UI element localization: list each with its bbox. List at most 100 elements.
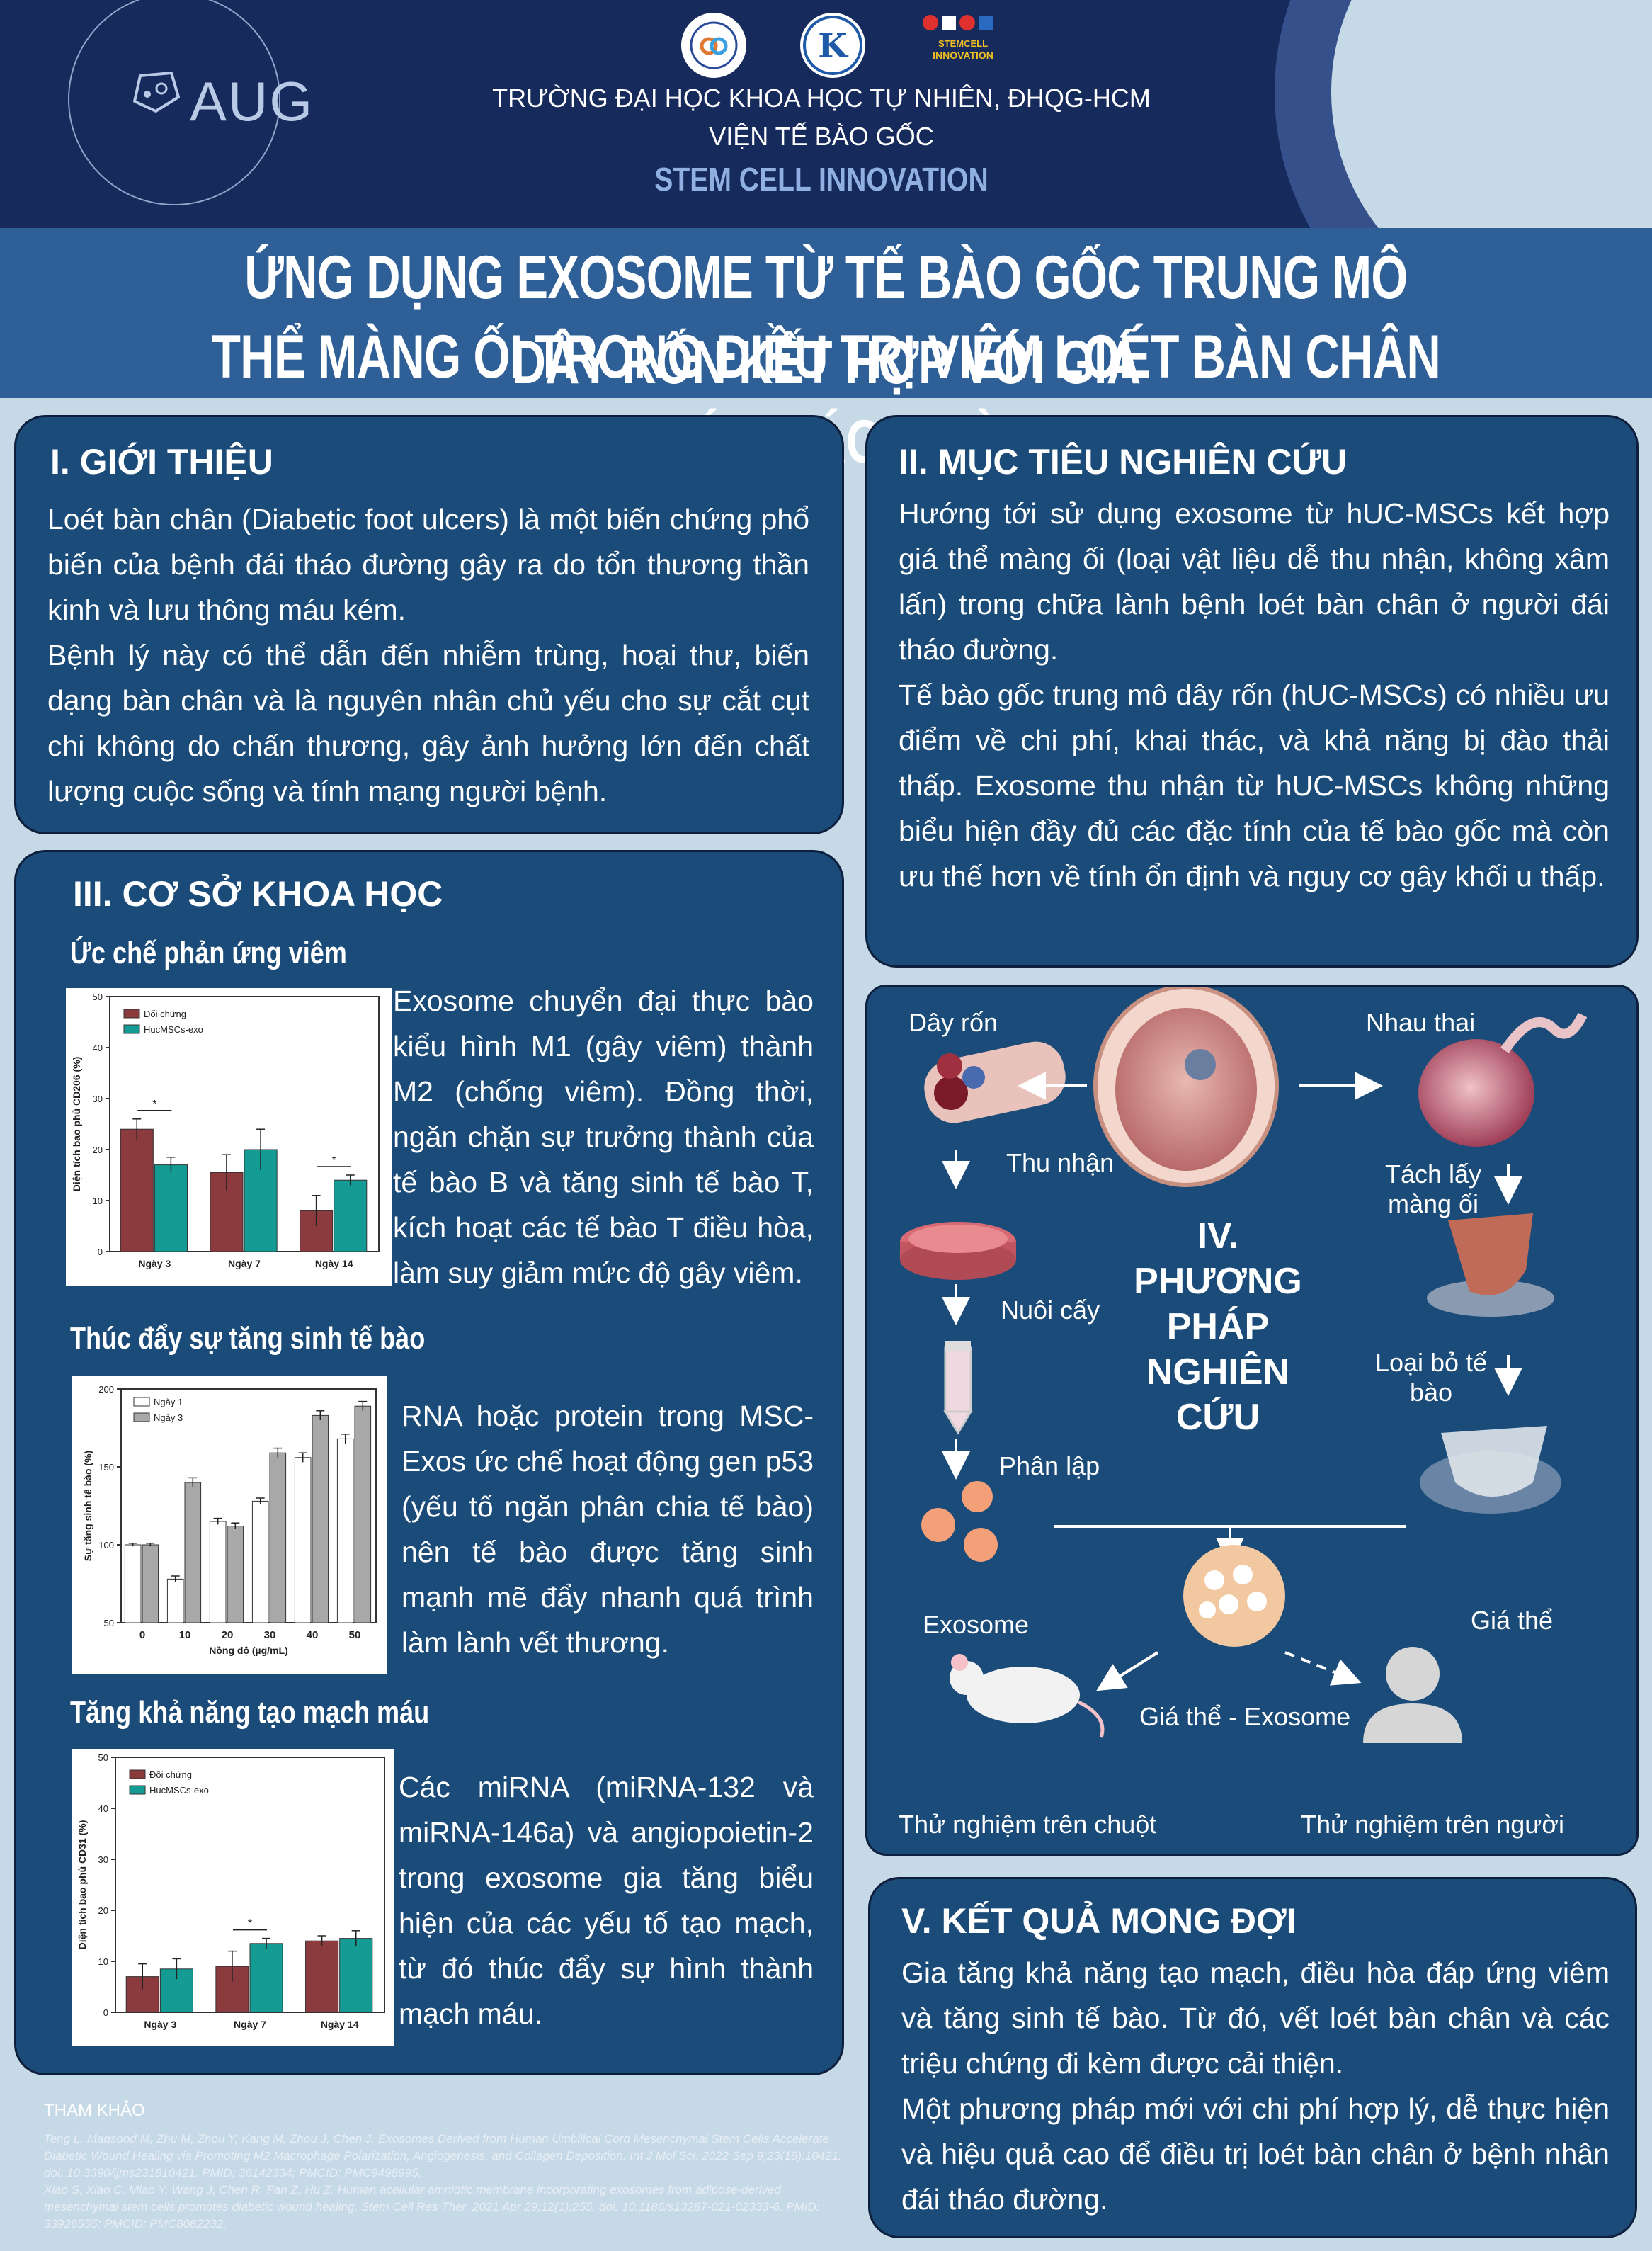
bar: [312, 1414, 329, 1623]
x-tick-label: 0: [139, 1629, 145, 1641]
y-tick-label: 50: [98, 1752, 108, 1763]
method-section: IV. PHƯƠNG PHÁP NGHIÊN CỨU Dây rốn Nhau …: [865, 985, 1639, 1856]
svg-text:K: K: [818, 26, 849, 66]
partner-logo-2: K: [800, 13, 865, 78]
y-axis-label: Sự tăng sinh tế bào (%): [82, 1451, 93, 1561]
y-axis-label: Diện tích bao phủ CD31 (%): [76, 1820, 88, 1950]
y-tick-label: 150: [98, 1462, 114, 1473]
partner-logo-3: STEMCELL INNOVATION: [921, 10, 1006, 67]
y-tick-label: 40: [93, 1043, 103, 1053]
objective-paragraph-2: Tế bào gốc trung mô dây rốn (hUC-MSCs) c…: [899, 679, 1610, 892]
y-tick-label: 40: [98, 1803, 108, 1814]
institute-name: VIỆN TẾ BÀO GỐC: [709, 122, 934, 151]
chart-proliferation: 50 100 150 200 Sự tăng sinh tế bào (%) 0 10 20 3…: [72, 1376, 387, 1674]
bar: [269, 1452, 287, 1623]
bar: [227, 1526, 244, 1623]
person-icon: [1363, 1647, 1462, 1743]
fetus-illustration: [1093, 987, 1279, 1187]
method-title: IV. PHƯƠNG PHÁP NGHIÊN CỨU: [1134, 1215, 1302, 1438]
y-tick-label: 0: [103, 2007, 108, 2018]
y-tick-label: 50: [104, 1618, 114, 1628]
science-text-inflammation: Exosome chuyển đại thực bào kiểu hình M1…: [393, 985, 814, 1289]
label-isolate: Phân lập: [999, 1451, 1100, 1480]
science-subtitle-inflammation: Ức chế phản ứng viêm: [70, 936, 347, 970]
exosome-illustration: [921, 1481, 998, 1562]
chart-cd31: 0 10 20 30 40 50 Diện tích bao phủ CD31 (%) Ngà…: [72, 1749, 394, 2046]
x-axis-label: Nồng độ (µg/mL): [209, 1645, 287, 1656]
amnion-illustration: [1427, 1213, 1554, 1317]
bar: [334, 1179, 368, 1252]
scaffold-exosome-illustration: [1183, 1545, 1285, 1647]
bar: [120, 1128, 154, 1252]
bar: [124, 1544, 142, 1623]
legend-swatch: [123, 1024, 140, 1034]
decor-circle-light: [1331, 0, 1652, 228]
x-tick-label: 40: [307, 1629, 319, 1641]
y-tick-label: 10: [98, 1956, 108, 1967]
intro-heading: I. GIỚI THIỆU: [50, 442, 273, 482]
label-cord: Dây rốn: [908, 1008, 998, 1037]
petri-dish-illustration: [900, 1222, 1016, 1280]
references-heading: THAM KHẢO: [44, 2101, 145, 2120]
mouse-icon: [950, 1654, 1105, 1738]
reference-2: Xiao S, Xiao C, Miao Y, Wang J, Chen R, …: [44, 2183, 820, 2230]
bar: [125, 1976, 159, 2013]
y-tick-label: 20: [93, 1145, 103, 1155]
bar: [166, 1578, 184, 1623]
y-tick-label: 30: [98, 1854, 108, 1865]
y-tick-label: 10: [93, 1196, 103, 1206]
science-heading: III. CƠ SỞ KHOA HỌC: [73, 874, 443, 914]
header: AUG K STEMCELL INNOVATION TRƯỜNG ĐẠI HỌC…: [0, 0, 1652, 228]
label-mouse-trial: Thử nghiệm trên chuột: [899, 1810, 1157, 1839]
legend-swatch: [133, 1397, 150, 1407]
plot-frame: [120, 1388, 377, 1623]
legend-swatch: [129, 1785, 146, 1795]
results-paragraph-1: Gia tăng khả năng tạo mạch, điều hòa đáp…: [901, 1956, 1610, 2080]
y-axis-label: Diện tích bao phủ CD206 (%): [71, 1057, 82, 1192]
results-section: V. KẾT QUẢ MONG ĐỢI Gia tăng khả năng tạ…: [868, 1877, 1637, 2238]
objective-section: II. MỤC TIÊU NGHIÊN CỨU Hướng tới sử dụn…: [865, 415, 1639, 968]
logo-ring: [68, 0, 280, 205]
label-human-trial: Thử nghiệm trên người: [1301, 1810, 1564, 1839]
science-subtitle-proliferation: Thúc đẩy sự tăng sinh tế bào: [70, 1321, 426, 1356]
legend-swatch: [129, 1769, 146, 1779]
y-tick-label: 0: [98, 1247, 103, 1257]
x-tick-label: Ngày 14: [315, 1258, 353, 1269]
x-tick-label: 20: [222, 1629, 234, 1641]
aug-logo-text: AUG: [190, 70, 314, 132]
x-tick-label: Ngày 7: [228, 1258, 261, 1269]
method-diagram: [900, 987, 1588, 1743]
x-tick-label: Ngày 7: [234, 2019, 266, 2030]
reference-1: Teng L, Maqsood M, Zhu M, Zhou Y, Kang M…: [44, 2132, 842, 2179]
label-collect: Thu nhận: [1006, 1148, 1115, 1177]
bar: [249, 1943, 283, 2013]
bar: [305, 1940, 339, 2013]
bar: [154, 1164, 188, 1252]
x-tick-label: 30: [264, 1629, 276, 1641]
legend-label: Đối chứng: [144, 1009, 186, 1019]
bar: [142, 1544, 159, 1623]
x-tick-label: 10: [179, 1629, 191, 1641]
bar: [336, 1438, 354, 1623]
bar: [251, 1500, 269, 1623]
label-separate: Tách lấy màng ối: [1384, 1159, 1482, 1218]
y-tick-label: 20: [98, 1905, 108, 1916]
scaffold-illustration: [1420, 1426, 1561, 1514]
label-decell: Loại bỏ tế bào: [1374, 1348, 1488, 1407]
label-scaffold: Giá thể: [1471, 1606, 1554, 1635]
bar: [339, 1938, 373, 2013]
results-paragraph-2: Một phương pháp mới với chi phí hợp lý, …: [901, 2092, 1610, 2216]
bar: [354, 1405, 372, 1623]
partner-logo-1: [681, 13, 746, 78]
label-placenta: Nhau thai: [1366, 1008, 1476, 1037]
y-tick-label: 200: [98, 1384, 114, 1395]
intro-paragraph-2: Bệnh lý này có thể dẫn đến nhiễm trùng, …: [47, 639, 809, 807]
intro-paragraph-1: Loét bàn chân (Diabetic foot ulcers) là …: [47, 503, 809, 626]
x-tick-label: Ngày 3: [144, 2019, 176, 2030]
chart-cd206-svg: 0 10 20 30 40 50 Diện tích bao phủ CD206 (%) Ng…: [71, 992, 380, 1269]
label-exosome: Exosome: [923, 1610, 1030, 1639]
science-section: III. CƠ SỞ KHOA HỌC Ức chế phản ứng viêm…: [14, 850, 844, 2075]
y-tick-label: 50: [93, 992, 103, 1002]
references: THAM KHẢO Teng L, Maqsood M, Zhu M, Zhou…: [44, 2101, 844, 2233]
chart-proliferation-svg: 50 100 150 200 Sự tăng sinh tế bào (%) 0 10 20 3…: [82, 1384, 377, 1656]
